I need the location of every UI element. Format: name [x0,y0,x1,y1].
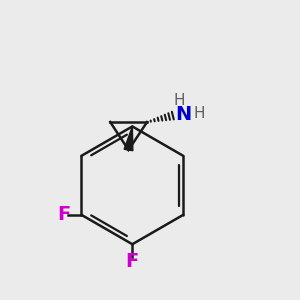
Text: H: H [174,93,185,108]
Polygon shape [124,126,133,151]
Text: H: H [194,106,205,121]
Text: F: F [126,252,139,272]
Text: F: F [57,205,70,224]
Text: N: N [176,105,192,124]
